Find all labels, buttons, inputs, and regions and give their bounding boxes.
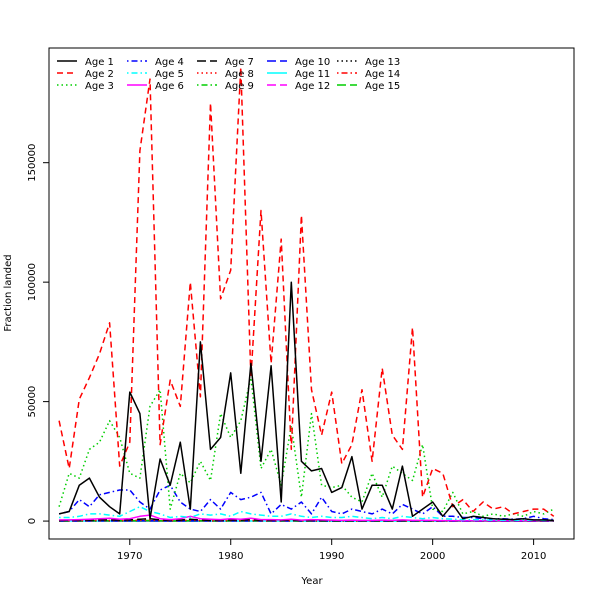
legend-label: Age 1 [85,57,114,68]
legend-label: Age 3 [85,81,114,92]
y-axis-title: Fraction landed [3,254,14,331]
legend-label: Age 15 [365,81,400,92]
x-tick-label: 2010 [521,551,546,562]
legend-label: Age 14 [365,69,400,80]
legend-label: Age 12 [295,81,330,92]
x-tick-label: 1980 [218,551,243,562]
x-tick-label: 2000 [420,551,445,562]
legend-label: Age 7 [225,57,254,68]
legend-label: Age 9 [225,81,254,92]
x-tick-label: 1970 [117,551,142,562]
legend-label: Age 2 [85,69,114,80]
y-tick-label: 0 [27,518,38,524]
legend-label: Age 8 [225,69,254,80]
y-tick-label: 50000 [27,386,38,418]
legend-label: Age 11 [295,69,330,80]
legend-label: Age 5 [155,69,184,80]
legend-label: Age 13 [365,57,400,68]
legend-label: Age 10 [295,57,330,68]
y-tick-label: 150000 [27,144,38,182]
legend-label: Age 6 [155,81,184,92]
x-tick-label: 1990 [319,551,344,562]
y-tick-label: 100000 [27,263,38,301]
x-axis-title: Year [300,576,323,587]
legend-label: Age 4 [155,57,184,68]
